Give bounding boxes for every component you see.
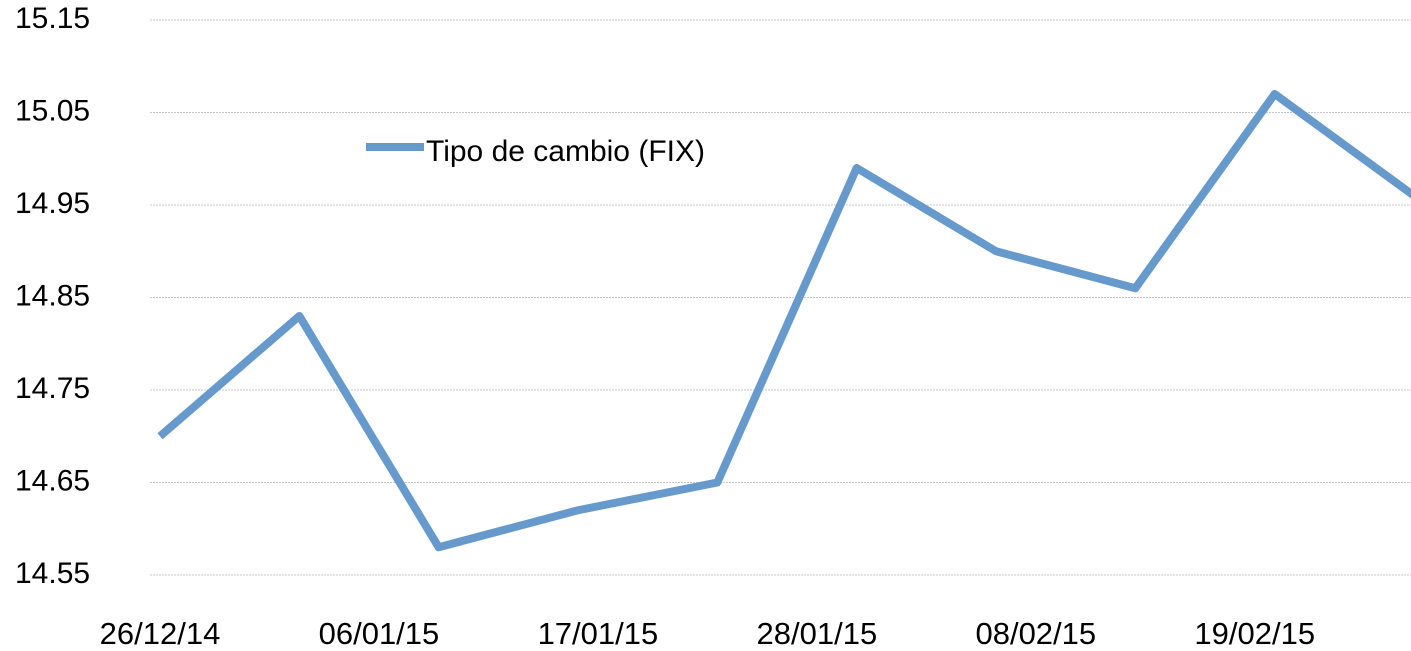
y-tick-label: 14.65 xyxy=(15,464,90,497)
series-line xyxy=(157,90,1411,552)
y-tick-label: 14.85 xyxy=(15,279,90,312)
x-tick-label: 08/02/15 xyxy=(975,616,1096,651)
x-tick-label: 06/01/15 xyxy=(319,616,440,651)
y-tick-label: 15.05 xyxy=(15,94,90,127)
x-tick-label: 17/01/15 xyxy=(538,616,659,651)
legend-label: Tipo de cambio (FIX) xyxy=(426,135,705,168)
y-tick-label: 14.95 xyxy=(15,187,90,220)
y-tick-label: 15.15 xyxy=(15,2,90,35)
y-tick-label: 14.55 xyxy=(15,557,90,590)
x-tick-label: 19/02/15 xyxy=(1194,616,1315,651)
x-tick-label: 26/12/14 xyxy=(100,616,221,651)
x-tick-label: 28/01/15 xyxy=(757,616,878,651)
y-tick-label: 14.75 xyxy=(15,372,90,405)
